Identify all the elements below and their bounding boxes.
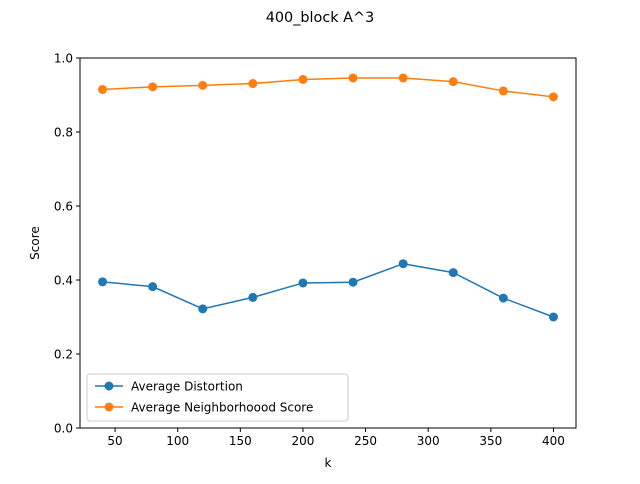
- data-point: [498, 86, 508, 96]
- data-point: [198, 80, 208, 90]
- data-point: [298, 278, 308, 288]
- x-tick-label: 50: [107, 434, 122, 448]
- legend-swatch-marker: [104, 402, 114, 412]
- series-line-1: [102, 77, 554, 98]
- data-point: [348, 73, 358, 83]
- data-point: [548, 92, 558, 102]
- legend-swatch-marker: [104, 381, 114, 391]
- y-tick-label: 0.6: [54, 200, 73, 214]
- axes-layer: 50 100 150 200 250 300 350 400 0.0 0.2 0.4 0.6 0.8 1.…: [54, 52, 565, 449]
- legend-label: Average Neighborhoood Score: [131, 401, 313, 415]
- legend: Average Distortion Average Neighborhoood …: [86, 373, 349, 422]
- data-point: [98, 277, 108, 287]
- data-point: [448, 77, 458, 87]
- x-tick-label: 250: [354, 434, 377, 448]
- legend-label: Average Distortion: [131, 380, 243, 394]
- data-point: [498, 293, 508, 303]
- y-tick-label: 0.8: [54, 126, 73, 140]
- data-point: [298, 74, 308, 84]
- x-tick-label: 150: [229, 434, 252, 448]
- legend-box: [86, 373, 349, 422]
- data-point: [98, 84, 108, 94]
- x-tick-label: 400: [542, 434, 565, 448]
- plot-area: [80, 58, 576, 428]
- y-axis-label: Score: [28, 226, 42, 260]
- x-tick-label: 200: [291, 434, 314, 448]
- data-point: [448, 268, 458, 278]
- series-line-0: [102, 262, 554, 318]
- data-point: [398, 259, 408, 269]
- data-point: [148, 82, 158, 92]
- y-tick-label: 0.4: [54, 274, 73, 288]
- x-tick-label: 100: [166, 434, 189, 448]
- x-axis-label: k: [325, 456, 332, 470]
- data-point: [398, 73, 408, 83]
- data-point: [348, 277, 358, 287]
- y-tick-label: 0.0: [54, 422, 73, 436]
- series-layer: [98, 73, 558, 322]
- x-tick-label: 300: [417, 434, 440, 448]
- data-point: [198, 304, 208, 314]
- data-point: [548, 312, 558, 322]
- data-point: [248, 79, 258, 89]
- data-point: [248, 292, 258, 302]
- data-point: [148, 282, 158, 292]
- x-tick-label: 350: [479, 434, 502, 448]
- plot-frame: [79, 57, 577, 429]
- chart-title: 400_block A^3: [266, 10, 374, 26]
- y-tick-label: 0.2: [54, 348, 73, 362]
- y-tick-label: 1.0: [54, 52, 73, 66]
